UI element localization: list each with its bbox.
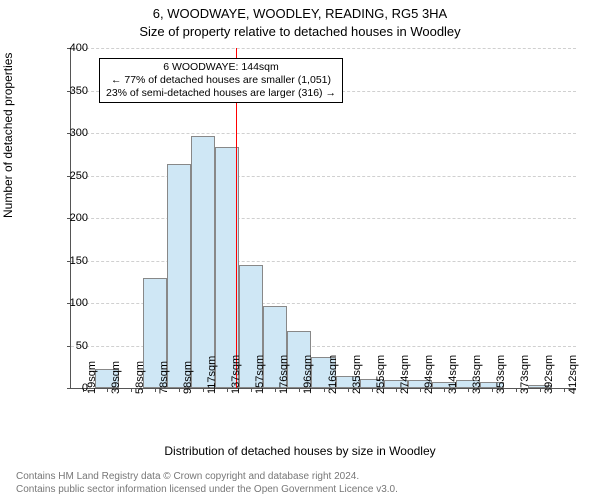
footer-line-1: Contains HM Land Registry data © Crown c… <box>16 471 398 484</box>
y-tick-label: 300 <box>58 127 88 139</box>
x-tick-mark <box>227 388 228 392</box>
footer-attribution: Contains HM Land Registry data © Crown c… <box>16 471 398 496</box>
annotation-line-1: 6 WOODWAYE: 144sqm <box>106 61 336 74</box>
x-tick-mark <box>348 388 349 392</box>
grid-line <box>71 176 576 177</box>
histogram-bar <box>167 164 191 388</box>
y-tick-label: 350 <box>58 85 88 97</box>
annotation-box: 6 WOODWAYE: 144sqm← 77% of detached hous… <box>99 58 343 103</box>
x-tick-mark <box>396 388 397 392</box>
x-tick-mark <box>107 388 108 392</box>
x-tick-mark <box>155 388 156 392</box>
footer-line-2: Contains public sector information licen… <box>16 484 398 497</box>
x-tick-mark <box>299 388 300 392</box>
grid-line <box>71 48 576 49</box>
x-tick-mark <box>179 388 180 392</box>
x-tick-mark <box>275 388 276 392</box>
x-tick-mark <box>131 388 132 392</box>
y-tick-label: 0 <box>58 382 88 394</box>
annotation-line-3: 23% of semi-detached houses are larger (… <box>106 87 336 100</box>
x-tick-mark <box>540 388 541 392</box>
y-tick-label: 150 <box>58 255 88 267</box>
x-tick-mark <box>492 388 493 392</box>
y-tick-label: 50 <box>58 340 88 352</box>
grid-line <box>71 261 576 262</box>
x-tick-mark <box>468 388 469 392</box>
annotation-line-2: ← 77% of detached houses are smaller (1,… <box>106 74 336 87</box>
chart-container: 6, WOODWAYE, WOODLEY, READING, RG5 3HA S… <box>0 0 600 500</box>
histogram-bar <box>191 136 215 388</box>
x-tick-mark <box>444 388 445 392</box>
y-tick-label: 400 <box>58 42 88 54</box>
x-tick-mark <box>420 388 421 392</box>
plot-area: 6 WOODWAYE: 144sqm← 77% of detached hous… <box>70 48 576 389</box>
y-tick-label: 200 <box>58 212 88 224</box>
y-tick-label: 100 <box>58 297 88 309</box>
x-tick-mark <box>251 388 252 392</box>
grid-line <box>71 218 576 219</box>
x-tick-mark <box>203 388 204 392</box>
x-tick-mark <box>324 388 325 392</box>
x-axis-label: Distribution of detached houses by size … <box>0 444 600 458</box>
y-axis-label: Number of detached properties <box>1 53 15 218</box>
y-tick-label: 250 <box>58 170 88 182</box>
chart-title-address: 6, WOODWAYE, WOODLEY, READING, RG5 3HA <box>0 6 600 21</box>
grid-line <box>71 133 576 134</box>
x-tick-mark <box>564 388 565 392</box>
x-tick-mark <box>516 388 517 392</box>
chart-title-subtitle: Size of property relative to detached ho… <box>0 24 600 39</box>
x-tick-mark <box>372 388 373 392</box>
